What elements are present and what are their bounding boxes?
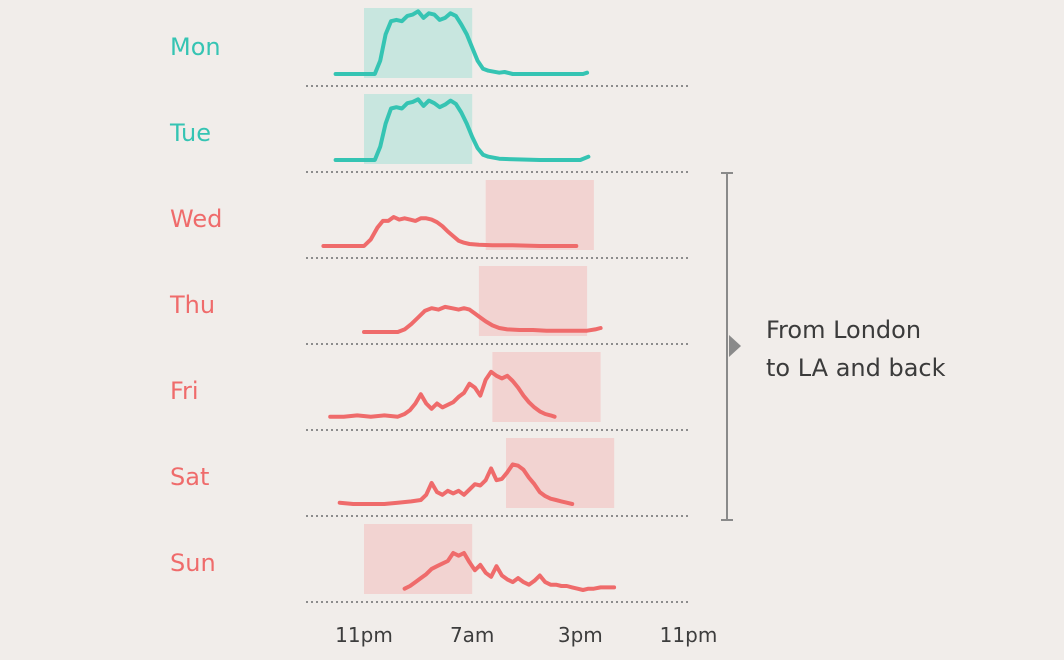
activity-line-wed [321,215,579,248]
activity-line-fri [328,369,557,419]
day-row-tue: Tue [169,94,688,173]
day-label-tue: Tue [169,119,211,147]
x-tick-label: 7am [450,623,494,647]
sleep-band-sun [364,524,473,594]
day-label-fri: Fri [170,377,199,405]
sleep-band-wed [485,180,594,250]
day-label-sun: Sun [170,549,216,577]
activity-line-mon [333,9,590,76]
day-label-wed: Wed [170,205,222,233]
activity-line-sun [402,551,617,592]
day-label-thu: Thu [169,291,215,319]
x-tick-label: 11pm [335,623,393,647]
sleep-band-sat [506,438,615,508]
day-label-mon: Mon [170,33,221,61]
day-row-fri: Fri [170,352,688,431]
annotation-line-2: to LA and back [766,354,946,382]
activity-line-thu [362,304,603,334]
day-row-thu: Thu [169,266,688,345]
sleep-band-tue [364,94,473,164]
activity-line-sat [337,462,575,506]
day-row-sun: Sun [170,524,688,603]
bracket-arrow-icon [729,335,741,357]
x-tick-label: 11pm [660,623,718,647]
sleep-band-thu [478,266,588,336]
day-row-mon: Mon [170,8,688,87]
x-tick-label: 3pm [558,623,603,647]
activity-line-tue [333,97,591,162]
day-row-sat: Sat [170,438,688,517]
day-row-wed: Wed [170,180,688,259]
travel-annotation: From London to LA and back [721,172,946,521]
x-axis: 11pm 7am 3pm 11pm [335,623,717,647]
day-label-sat: Sat [170,463,209,491]
day-rows: Mon Tue Wed Thu Fri Sat Sun [169,8,688,603]
sleep-band-fri [492,352,601,422]
annotation-line-1: From London [766,316,921,344]
